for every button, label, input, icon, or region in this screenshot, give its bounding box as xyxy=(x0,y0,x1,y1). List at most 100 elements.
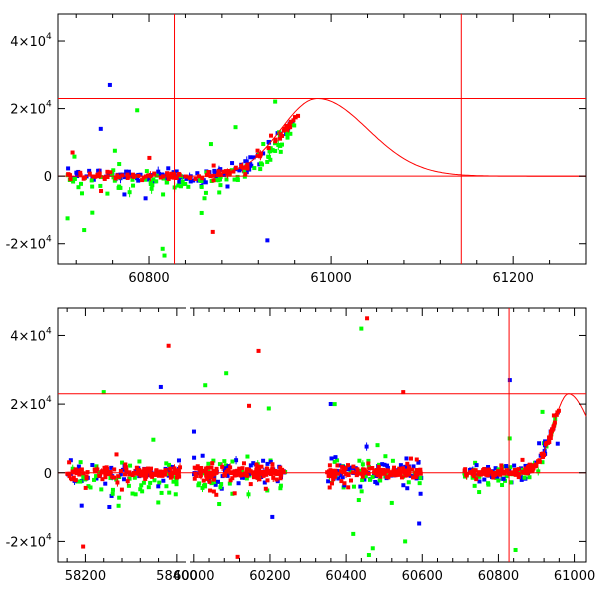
data-point xyxy=(206,461,211,466)
data-point xyxy=(351,484,356,489)
data-point xyxy=(105,191,110,196)
data-point xyxy=(198,473,203,478)
data-point xyxy=(251,461,256,466)
data-point xyxy=(102,465,107,470)
data-point xyxy=(398,472,403,477)
data-point xyxy=(158,175,163,180)
data-point xyxy=(522,475,527,480)
data-point xyxy=(478,472,483,477)
data-point xyxy=(225,184,230,189)
data-point xyxy=(264,466,269,471)
data-point xyxy=(377,462,382,467)
data-point xyxy=(232,491,237,496)
data-point xyxy=(120,460,125,465)
data-point xyxy=(273,468,278,473)
data-point xyxy=(203,469,208,474)
data-point xyxy=(399,469,404,474)
data-point xyxy=(79,181,84,186)
data-point xyxy=(390,458,395,463)
data-point xyxy=(211,489,216,494)
data-point xyxy=(123,465,128,470)
data-point xyxy=(252,471,257,476)
data-point xyxy=(198,469,203,474)
data-point xyxy=(336,471,341,476)
data-point xyxy=(267,140,272,145)
data-point xyxy=(177,180,182,185)
data-point xyxy=(378,474,383,479)
data-point xyxy=(131,174,136,179)
data-point xyxy=(67,474,72,479)
data-point xyxy=(138,469,143,474)
data-point xyxy=(79,467,84,472)
data-point xyxy=(332,459,337,464)
data-point xyxy=(274,477,279,482)
data-point xyxy=(366,553,371,558)
data-point xyxy=(346,473,351,478)
data-point xyxy=(150,474,155,479)
data-point xyxy=(221,169,226,174)
data-point xyxy=(226,468,231,473)
data-point xyxy=(259,464,264,469)
data-point xyxy=(141,175,146,180)
data-point xyxy=(77,468,82,473)
data-point xyxy=(277,134,282,139)
data-point xyxy=(242,174,247,179)
data-point xyxy=(148,480,153,485)
data-point xyxy=(171,175,176,180)
data-point xyxy=(259,474,264,479)
data-point xyxy=(417,521,422,526)
data-point xyxy=(233,125,238,130)
data-point xyxy=(143,196,148,201)
data-point xyxy=(416,459,421,464)
data-point xyxy=(237,471,242,476)
data-point xyxy=(176,458,181,463)
data-point xyxy=(351,464,356,469)
data-point xyxy=(183,181,188,186)
data-point xyxy=(158,384,163,389)
data-point xyxy=(117,175,122,180)
data-point xyxy=(270,148,275,153)
data-point xyxy=(164,180,169,185)
data-point xyxy=(290,122,295,127)
data-point xyxy=(200,176,205,181)
data-point xyxy=(385,474,390,479)
data-point xyxy=(364,444,369,449)
data-point xyxy=(338,473,343,478)
data-point xyxy=(123,472,128,477)
data-point xyxy=(70,150,75,155)
data-point xyxy=(258,151,263,156)
data-point xyxy=(140,178,145,183)
data-point xyxy=(236,481,241,486)
x-tick-label: 60800 xyxy=(128,271,169,286)
data-point xyxy=(138,473,143,478)
data-point xyxy=(92,477,97,482)
data-point xyxy=(109,493,114,498)
data-point xyxy=(82,228,87,233)
data-point xyxy=(152,472,157,477)
data-point xyxy=(220,464,225,469)
data-point xyxy=(492,473,497,478)
data-point xyxy=(357,458,362,463)
data-point xyxy=(516,467,521,472)
data-point xyxy=(268,472,273,477)
data-point xyxy=(268,459,273,464)
data-point xyxy=(154,468,159,473)
data-point xyxy=(118,185,123,190)
data-point xyxy=(173,492,178,497)
data-point xyxy=(126,174,131,179)
data-point xyxy=(156,169,161,174)
data-point xyxy=(240,466,245,471)
data-point xyxy=(122,175,127,180)
data-point xyxy=(230,491,235,496)
data-point xyxy=(166,462,171,467)
data-point xyxy=(81,475,86,480)
data-point xyxy=(354,473,359,478)
data-point xyxy=(207,479,212,484)
data-point xyxy=(73,478,78,483)
data-point xyxy=(473,460,478,465)
data-point xyxy=(512,467,517,472)
data-point xyxy=(378,478,383,483)
data-point xyxy=(266,406,271,411)
data-point xyxy=(235,472,240,477)
data-point xyxy=(118,472,123,477)
